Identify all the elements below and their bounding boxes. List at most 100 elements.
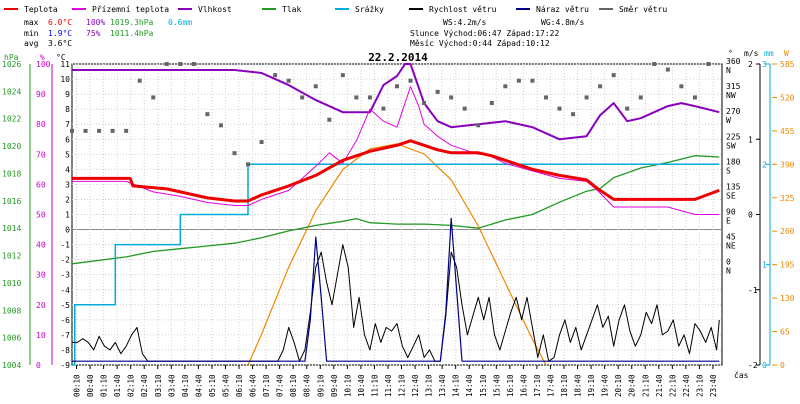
w-axis-title: W xyxy=(784,49,789,58)
pct-tick-label: 20 xyxy=(36,301,46,310)
wind-direction-point xyxy=(530,78,535,83)
hpa-tick-label: 1020 xyxy=(2,142,21,151)
pct-tick-label: 50 xyxy=(36,211,46,220)
dir-tick-label: 180 xyxy=(726,157,741,166)
dir-name-label: N xyxy=(726,66,731,75)
stats-max-rain: 0.6mm xyxy=(168,18,192,27)
wind-direction-point xyxy=(191,62,196,66)
degc-tick-label: -1 xyxy=(60,241,70,250)
degc-tick-label: -8 xyxy=(60,346,70,355)
hpa-tick-label: 1016 xyxy=(2,197,21,206)
wind-direction-point xyxy=(625,106,630,111)
degc-tick-label: 10 xyxy=(60,75,70,84)
x-tick-label: 23:10 xyxy=(695,374,704,397)
w-tick-label: 260 xyxy=(780,227,795,236)
stats-avg-label: avg xyxy=(24,39,39,48)
stats-min-temp: 1.9°C xyxy=(48,29,72,38)
degc-tick-label: -2 xyxy=(60,256,70,265)
x-tick-label: 16:40 xyxy=(519,374,528,397)
pct-tick-label: 80 xyxy=(36,120,46,129)
dir-tick-label: 90 xyxy=(726,208,736,217)
wind-direction-point xyxy=(543,95,548,100)
x-tick-label: 23:40 xyxy=(709,374,718,397)
hpa-tick-label: 1014 xyxy=(2,224,21,233)
series-srazky-line xyxy=(72,163,720,366)
x-tick-label: 16:10 xyxy=(506,374,515,397)
stats-max-press: 1019.3hPa xyxy=(110,18,154,27)
wind-direction-point xyxy=(571,112,576,117)
dir-name-label: N xyxy=(726,267,731,276)
degc-tick-label: 11 xyxy=(60,60,70,69)
dir-name-label: SE xyxy=(726,191,736,200)
x-tick-label: 15:40 xyxy=(492,374,501,397)
dir-tick-label: 315 xyxy=(726,82,741,91)
wind-direction-point xyxy=(97,128,102,133)
hpa-tick-label: 1010 xyxy=(2,279,21,288)
degc-tick-label: 4 xyxy=(65,165,70,174)
wind-direction-point xyxy=(178,62,183,66)
x-tick-label: 05:10 xyxy=(208,374,217,397)
plot-area xyxy=(70,62,720,366)
legend-label: Vlhkost xyxy=(198,5,232,14)
mm-tick-label: 2 xyxy=(762,160,767,169)
pct-tick-label: 10 xyxy=(36,331,46,340)
degc-tick-label: 7 xyxy=(65,120,70,129)
wind-direction-point xyxy=(408,78,413,83)
legend-label: Srážky xyxy=(355,5,384,14)
ms-tick-label: -2 xyxy=(748,361,758,370)
wind-direction-point xyxy=(462,106,467,111)
wind-direction-point xyxy=(124,128,129,133)
x-tick-label: 01:10 xyxy=(100,374,109,397)
x-tick-label: 21:40 xyxy=(655,374,664,397)
dir-name-label: NE xyxy=(726,242,736,251)
x-tick-label: 02:10 xyxy=(127,374,136,397)
degc-tick-label: 6 xyxy=(65,135,70,144)
x-tick-label: 18:40 xyxy=(574,374,583,397)
dir-name-label: W xyxy=(726,116,731,125)
stats-max-hum: 100% xyxy=(86,18,105,27)
stats-moon: Měsíc Východ:0:44 Západ:10:12 xyxy=(410,39,550,48)
degc-tick-label: -7 xyxy=(60,331,70,340)
stats-ws: WS:4.2m/s xyxy=(443,18,487,27)
wind-direction-point xyxy=(489,101,494,106)
mm-tick-label: 3 xyxy=(762,60,767,69)
w-tick-label: 585 xyxy=(780,60,795,69)
wind-direction-point xyxy=(232,151,237,156)
x-tick-label: 11:40 xyxy=(384,374,393,397)
legend-label: Rychlost větru xyxy=(429,5,497,14)
ms-tick-label: 2 xyxy=(748,60,753,69)
dir-tick-label: 135 xyxy=(726,182,741,191)
wind-direction-point xyxy=(516,78,521,83)
x-tick-label: 15:10 xyxy=(479,374,488,397)
wind-direction-point xyxy=(449,95,454,100)
x-tick-label: 21:10 xyxy=(641,374,650,397)
wind-direction-point xyxy=(503,84,508,89)
w-tick-label: 65 xyxy=(780,328,790,337)
x-tick-label: 13:10 xyxy=(425,374,434,397)
wind-direction-point xyxy=(286,78,291,83)
wind-direction-point xyxy=(422,101,427,106)
w-tick-label: 130 xyxy=(780,294,795,303)
x-tick-label: 10:10 xyxy=(343,374,352,397)
x-tick-label: 22:40 xyxy=(682,374,691,397)
x-tick-label: 07:10 xyxy=(262,374,271,397)
wind-direction-point xyxy=(435,89,440,94)
x-tick-label: 08:10 xyxy=(289,374,298,397)
degc-tick-label: 2 xyxy=(65,195,70,204)
x-tick-label: 09:40 xyxy=(330,374,339,397)
wind-direction-point xyxy=(584,95,589,100)
wind-direction-point xyxy=(340,73,345,78)
hpa-tick-label: 1024 xyxy=(2,87,21,96)
x-tick-label: 06:10 xyxy=(235,374,244,397)
x-tick-label: 02:40 xyxy=(140,374,149,397)
dir-tick-label: 45 xyxy=(726,233,736,242)
x-tick-label: 03:40 xyxy=(167,374,176,397)
w-tick-label: 520 xyxy=(780,93,795,102)
stats-max-temp: 6.0°C xyxy=(48,18,72,27)
mm-tick-label: 0 xyxy=(762,361,767,370)
hpa-tick-label: 1006 xyxy=(2,334,21,343)
pct-tick-label: 60 xyxy=(36,180,46,189)
degc-tick-label: -9 xyxy=(60,361,70,370)
stats-min-press: 1011.4hPa xyxy=(110,29,154,38)
wind-direction-point xyxy=(706,62,711,66)
